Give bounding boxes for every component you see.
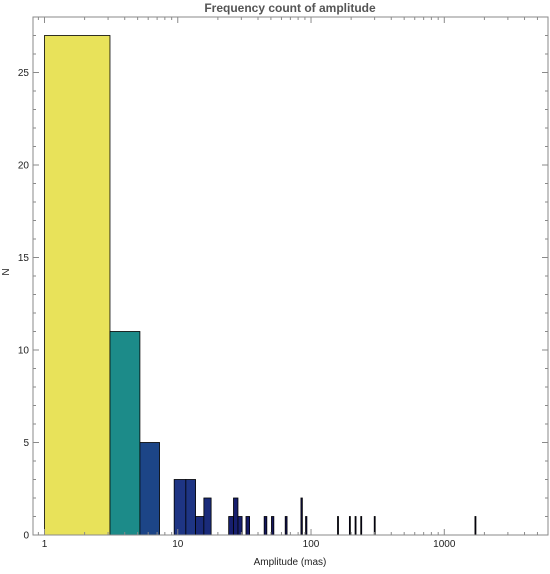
histogram-bar — [337, 516, 339, 536]
histogram-bar — [203, 497, 212, 536]
bars-layer — [44, 35, 477, 536]
histogram-bar — [360, 516, 363, 536]
x-tick-label: 1000 — [433, 539, 456, 550]
x-tick-label: 10 — [172, 539, 184, 550]
axes-layer: 1 10 100 1000 0 5 10 15 20 25 — [18, 16, 549, 550]
x-tick-label: 100 — [303, 539, 320, 550]
histogram-bar — [195, 516, 205, 536]
histogram-bar — [348, 516, 351, 536]
histogram-bar — [300, 497, 303, 536]
histogram-bar — [284, 516, 288, 536]
y-tick-label: 25 — [18, 68, 30, 79]
y-axis-label: N — [1, 268, 12, 275]
x-axis-label: Amplitude (mas) — [254, 557, 327, 568]
histogram-bar — [305, 516, 308, 536]
y-tick-label: 10 — [18, 346, 30, 357]
y-tick-label: 0 — [23, 531, 29, 542]
histogram-bar — [228, 516, 234, 536]
histogram-bar — [245, 516, 250, 536]
histogram-bar — [354, 516, 357, 536]
histogram-bar — [139, 442, 160, 536]
histogram-bar — [233, 497, 239, 536]
x-tick-label: 1 — [42, 539, 48, 550]
histogram-bar — [271, 516, 275, 536]
histogram-bar — [474, 516, 477, 536]
histogram-bar — [44, 35, 111, 536]
histogram-bar — [263, 516, 268, 536]
histogram-bar — [185, 479, 196, 536]
histogram-bar — [109, 331, 141, 536]
y-tick-label: 20 — [18, 161, 30, 172]
histogram-bar — [173, 479, 187, 536]
chart-title: Frequency count of amplitude — [204, 1, 376, 15]
y-tick-label: 5 — [23, 438, 29, 449]
y-tick-label: 15 — [18, 253, 30, 264]
